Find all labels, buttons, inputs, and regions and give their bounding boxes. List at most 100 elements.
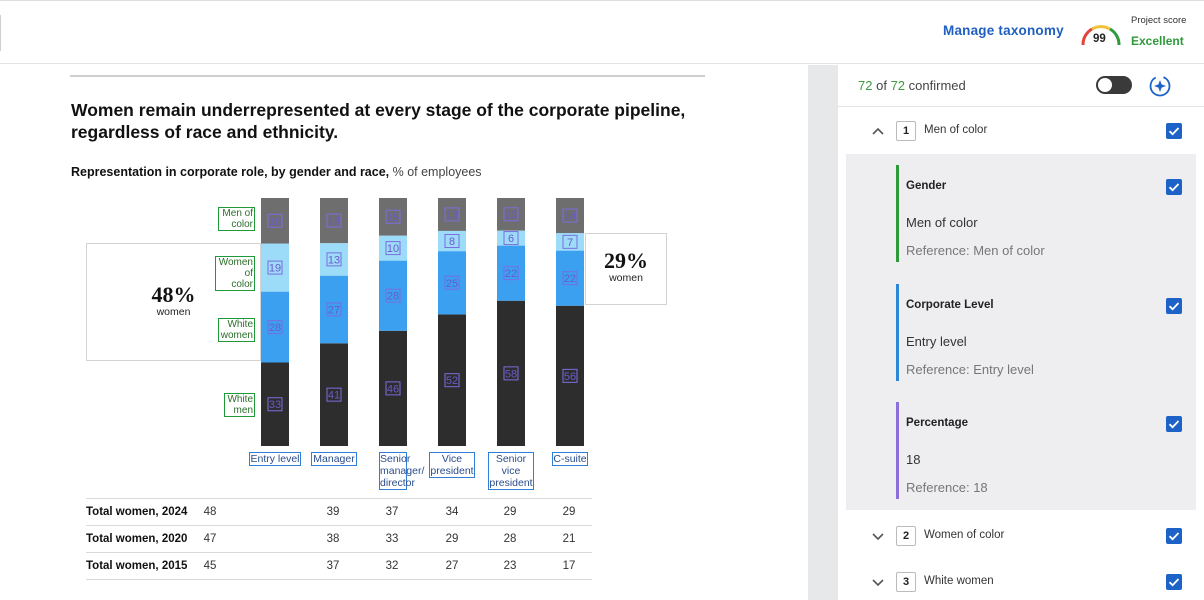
toggle-knob	[1098, 78, 1112, 92]
value-label-men-of-color-entry-level: 18	[269, 216, 281, 228]
field-value: Men of color	[906, 215, 978, 230]
panel-splitter[interactable]	[808, 65, 838, 600]
totals-table: Total women, 2024 48 39 37 34 29 29 Total women…	[86, 498, 592, 580]
field-percentage: Percentage 18 Reference: 18	[896, 402, 1186, 499]
value-label-box	[503, 366, 519, 381]
group-name: Women of color	[924, 529, 1005, 541]
table-cell: 29	[503, 506, 517, 518]
field-checkbox[interactable]	[1166, 179, 1182, 195]
panel-header: 72 of 72 confirmed	[838, 65, 1204, 107]
bar-white-men-senior-vice-president	[497, 300, 525, 446]
row-label: Total women, 2015	[86, 560, 188, 572]
table-cell: 28	[503, 533, 517, 545]
view-toggle[interactable]	[1096, 76, 1132, 94]
bar-women-of-color-senior-manager-director	[379, 235, 407, 261]
confirmed-count: 72 of 72 confirmed	[858, 78, 966, 93]
table-cell: 38	[326, 533, 340, 545]
value-label-men-of-color-senior-manager-director: 15	[387, 212, 399, 224]
bar-white-women-vice-president	[438, 251, 466, 315]
check-icon	[1168, 578, 1180, 587]
group-checkbox[interactable]	[1166, 123, 1182, 139]
value-label-box	[444, 234, 460, 249]
group-checkbox[interactable]	[1166, 574, 1182, 590]
chart-headline: Women remain underrepresented at every s…	[71, 100, 686, 142]
field-color-bar	[896, 402, 899, 499]
value-label-box	[267, 320, 283, 335]
value-label-box	[503, 207, 519, 222]
value-label-white-men-c-suite: 56	[564, 371, 576, 383]
legend-label-white-women: White women	[218, 318, 255, 342]
value-label-box	[385, 209, 401, 224]
chevron-down-icon[interactable]	[870, 528, 886, 544]
table-cell: 34	[445, 506, 459, 518]
legend-label-white-men: White men	[224, 393, 255, 417]
bar-white-men-vice-president	[438, 314, 466, 446]
chevron-up-icon[interactable]	[870, 123, 886, 139]
table-cell: 33	[385, 533, 399, 545]
value-label-white-men-vice-president: 52	[446, 375, 458, 387]
value-label-box	[562, 368, 578, 383]
x-label-c-suite: C-suite	[552, 452, 588, 466]
manage-taxonomy-link[interactable]: Manage taxonomy	[943, 23, 1064, 38]
bar-white-women-senior-vice-president	[497, 245, 525, 301]
field-reference: Reference: Men of color	[906, 243, 1045, 258]
value-label-women-of-color-entry-level: 19	[269, 263, 281, 275]
value-label-men-of-color-vice-president: 13	[446, 209, 458, 221]
confirmed-of: of	[876, 78, 887, 93]
field-corporate-level: Corporate Level Entry level Reference: E…	[896, 284, 1186, 381]
x-label-senior-manager-director: Senior manager/ director	[379, 452, 425, 490]
bar-men-of-color-manager	[320, 198, 348, 244]
subhead-main: Representation in corporate role, by gen…	[71, 165, 390, 179]
row-label: Total women, 2020	[86, 533, 188, 545]
table-cell: 23	[503, 560, 517, 572]
legend-label-men-of-color: Men of color	[218, 207, 255, 231]
table-cell: 48	[203, 506, 217, 518]
value-label-box	[326, 213, 342, 228]
table-cell: 29	[562, 506, 576, 518]
group-expanded-fields: Gender Men of color Reference: Men of co…	[846, 154, 1196, 510]
value-label-box	[326, 252, 342, 267]
value-label-box	[385, 381, 401, 396]
table-row: Total women, 2015 45 37 32 27 23 17	[86, 552, 592, 579]
bar-men-of-color-senior-vice-president	[497, 198, 525, 231]
check-icon	[1168, 127, 1180, 136]
bar-white-women-entry-level	[261, 291, 289, 363]
group-row-white-women[interactable]: 3 White women	[838, 570, 1204, 600]
chevron-down-icon[interactable]	[870, 574, 886, 590]
group-name: Men of color	[924, 124, 988, 136]
table-cell: 21	[562, 533, 576, 545]
value-label-box	[562, 234, 578, 249]
group-row-men-of-color[interactable]: 1 Men of color	[838, 119, 1204, 149]
value-label-women-of-color-senior-vice-president: 6	[508, 233, 514, 245]
field-reference: Reference: Entry level	[906, 362, 1034, 377]
legend-label-women-of-color: Women of color	[215, 256, 255, 291]
group-checkbox[interactable]	[1166, 528, 1182, 544]
value-label-women-of-color-vice-president: 8	[449, 236, 455, 248]
field-value: Entry level	[906, 334, 967, 349]
table-cell: 39	[326, 506, 340, 518]
bar-men-of-color-entry-level	[261, 198, 289, 244]
value-label-box	[503, 231, 519, 246]
bar-white-women-senior-manager-director	[379, 260, 407, 331]
field-checkbox[interactable]	[1166, 416, 1182, 432]
table-cell: 47	[203, 533, 217, 545]
value-label-box	[267, 397, 283, 412]
left-edge-divider	[0, 15, 1, 51]
ai-sparkle-icon[interactable]	[1148, 74, 1172, 98]
callout-left-label: women	[156, 306, 191, 318]
field-checkbox[interactable]	[1166, 298, 1182, 314]
field-name: Gender	[906, 180, 947, 192]
bar-men-of-color-senior-manager-director	[379, 198, 407, 236]
check-icon	[1168, 183, 1180, 192]
table-cell: 37	[326, 560, 340, 572]
row-label: Total women, 2024	[86, 506, 188, 518]
bar-white-men-senior-manager-director	[379, 330, 407, 446]
field-name: Percentage	[906, 417, 969, 429]
group-row-women-of-color[interactable]: 2 Women of color	[838, 524, 1204, 554]
value-label-box	[503, 266, 519, 281]
value-label-box	[444, 373, 460, 388]
value-label-box	[385, 288, 401, 303]
value-label-box	[444, 275, 460, 290]
x-label-entry-level: Entry level	[249, 452, 301, 466]
top-bar: Manage taxonomy 99 Project score Excelle…	[0, 0, 1204, 64]
